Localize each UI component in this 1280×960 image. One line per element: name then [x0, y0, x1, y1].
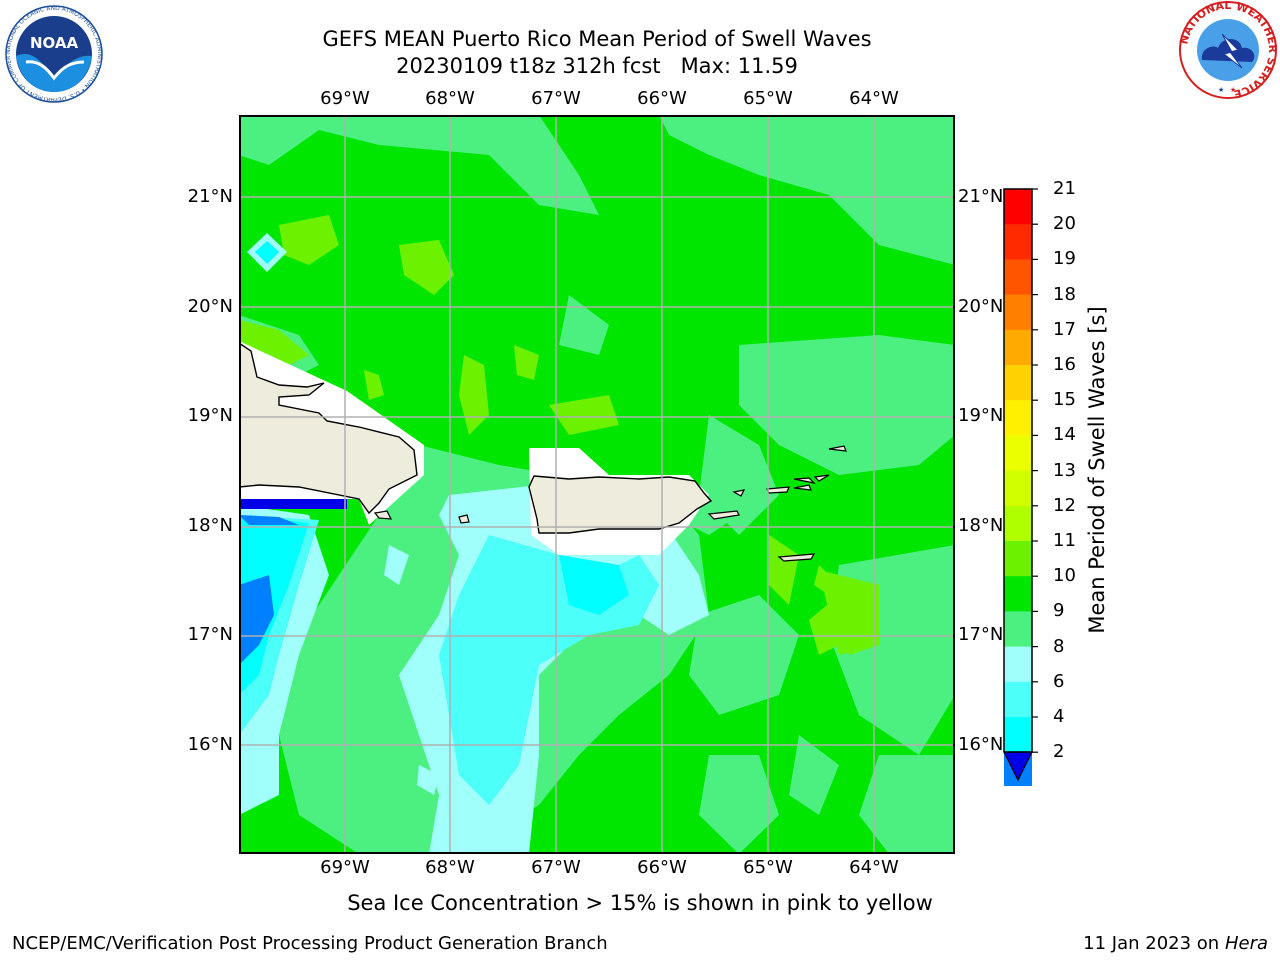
colorbar-band — [1004, 329, 1032, 366]
lat-label-left-18n: 18°N — [187, 515, 233, 536]
colorbar-tick-label: 9 — [1053, 600, 1065, 622]
lon-label-top-64w: 64°W — [849, 88, 899, 109]
colorbar-tick-label: 2 — [1053, 741, 1065, 763]
colorbar-tick-label: 17 — [1053, 318, 1076, 340]
chart-title: GEFS MEAN Puerto Rico Mean Period of Swe… — [322, 27, 872, 51]
colorbar-tick-label: 19 — [1053, 248, 1076, 270]
colorbar-label: Mean Period of Swell Waves [s] — [1085, 306, 1109, 634]
footer-credit: NCEP/EMC/Verification Post Processing Pr… — [12, 933, 608, 954]
footer-date-text: 11 Jan 2023 on — [1083, 933, 1225, 954]
land-puerto-rico — [528, 475, 713, 534]
colorbar-band — [1004, 576, 1032, 612]
colorbar-tick-label: 12 — [1053, 494, 1076, 516]
swell-period-map — [239, 115, 955, 854]
colorbar-tick-label: 4 — [1053, 706, 1065, 727]
colorbar-band — [1004, 541, 1032, 577]
graticule — [239, 115, 955, 854]
footer-date: 11 Jan 2023 on Hera — [1083, 933, 1268, 954]
lon-label-bottom-67w: 67°W — [531, 857, 581, 878]
lat-label-right-16n: 16°N — [958, 734, 1004, 755]
svg-text:★: ★ — [1230, 86, 1236, 94]
sea-ice-note: Sea Ice Concentration > 15% is shown in … — [347, 891, 933, 915]
colorbar-tick-label: 18 — [1053, 283, 1076, 305]
colorbar-tick-label: 10 — [1053, 565, 1076, 587]
lat-label-left-20n: 20°N — [187, 296, 233, 317]
map-frame — [239, 115, 955, 854]
colorbar-tick-label: 15 — [1053, 389, 1076, 411]
field-2-4s — [239, 515, 299, 665]
colorbar-tick-label: 20 — [1053, 213, 1076, 235]
lon-label-top-66w: 66°W — [637, 88, 687, 109]
colorbar-band — [1004, 470, 1032, 507]
colorbar-tick-label: 21 — [1053, 178, 1076, 199]
nws-logo: NATIONAL WEATHER SERVICE ★ ★ — [1178, 0, 1278, 100]
colorbar-tick-label: 8 — [1053, 635, 1065, 657]
lat-label-left-21n: 21°N — [187, 186, 233, 207]
colorbar — [1003, 188, 1038, 786]
colorbar-band — [1004, 365, 1032, 401]
colorbar-band — [1004, 646, 1032, 683]
colorbar-band — [1004, 435, 1032, 472]
colorbar-tick-label: 11 — [1053, 530, 1076, 551]
lat-label-right-18n: 18°N — [958, 515, 1004, 536]
colorbar-band — [1004, 224, 1032, 260]
lon-label-top-68w: 68°W — [425, 88, 475, 109]
lon-label-bottom-68w: 68°W — [425, 857, 475, 878]
colorbar-band — [1004, 505, 1032, 542]
svg-text:NOAA: NOAA — [30, 34, 79, 52]
lon-label-top-69w: 69°W — [320, 88, 370, 109]
lat-label-left-16n: 16°N — [187, 734, 233, 755]
colorbar-band — [1004, 189, 1032, 225]
land-st-croix — [777, 553, 816, 562]
colorbar-band — [1004, 259, 1032, 296]
colorbar-tick-label: 16 — [1053, 354, 1076, 375]
field-below-2s — [239, 499, 347, 509]
land-hispaniola — [239, 342, 418, 515]
footer-host: Hera — [1224, 933, 1268, 954]
land-vieques — [707, 510, 740, 520]
colorbar-tick-label: 13 — [1053, 459, 1076, 481]
noaa-logo: NATIONAL OCEANIC AND ATMOSPHERIC ADMINIS… — [4, 4, 103, 103]
lat-label-right-21n: 21°N — [958, 186, 1004, 207]
lon-label-bottom-65w: 65°W — [743, 857, 793, 878]
svg-text:★: ★ — [1218, 86, 1224, 94]
colorbar-band — [1004, 681, 1032, 718]
colorbar-tick-label: 14 — [1053, 424, 1076, 446]
lon-label-bottom-66w: 66°W — [637, 857, 687, 878]
colorbar-band — [1004, 611, 1032, 648]
lon-label-bottom-64w: 64°W — [849, 857, 899, 878]
colorbar-band — [1004, 294, 1032, 331]
lat-label-left-19n: 19°N — [187, 405, 233, 426]
lat-label-right-19n: 19°N — [958, 405, 1004, 426]
colorbar-band — [1004, 400, 1032, 436]
lon-label-top-67w: 67°W — [531, 88, 581, 109]
field-4-6s — [239, 515, 629, 695]
lon-label-bottom-69w: 69°W — [320, 857, 370, 878]
colorbar-band — [1004, 717, 1032, 753]
colorbar-tick-label: 6 — [1053, 670, 1065, 692]
chart-subtitle: 20230109 t18z 312h fcst Max: 11.59 — [396, 54, 798, 78]
lat-label-right-20n: 20°N — [958, 296, 1004, 317]
lat-label-right-17n: 17°N — [958, 624, 1004, 645]
lon-label-top-65w: 65°W — [743, 88, 793, 109]
lat-label-left-17n: 17°N — [187, 624, 233, 645]
